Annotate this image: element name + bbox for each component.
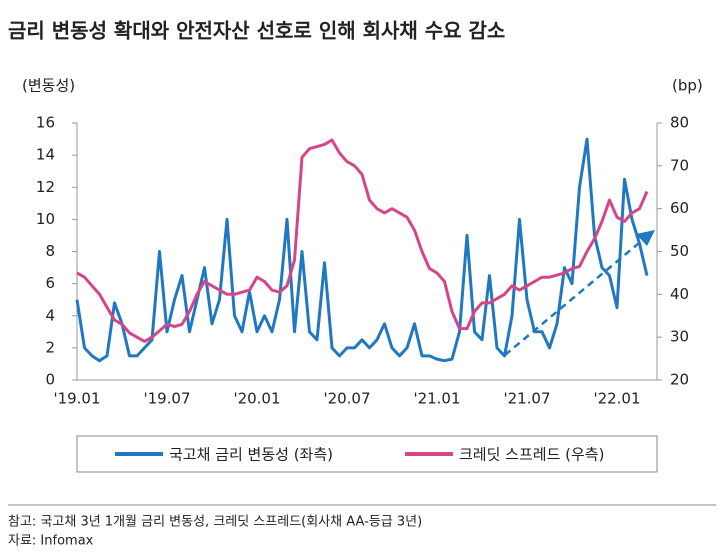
y-tick-label: 2 (45, 338, 55, 356)
y-tick-label: 0 (45, 371, 55, 389)
x-tick-label: '22.01 (593, 390, 640, 408)
x-tick-label: '21.07 (503, 390, 550, 408)
y-tick-label: 8 (45, 242, 55, 260)
x-tick-label: '19.01 (53, 390, 100, 408)
y-tick-label: 4 (45, 306, 55, 324)
arrow-head (636, 230, 655, 246)
y2-tick-label: 70 (670, 156, 689, 174)
note: 참고: 국고채 3년 1개월 금리 변동성, 크레딧 스프레드(회사채 AA-등… (8, 515, 422, 530)
series-line (76, 138, 649, 343)
legend-label: 크레딧 스프레드 (우측) (459, 446, 604, 464)
y2-tick-label: 50 (670, 242, 689, 260)
y2-tick-label: 80 (670, 114, 689, 132)
y-tick-label: 12 (36, 178, 55, 196)
legend-box (76, 435, 658, 473)
y2-axis-label: (bp) (672, 77, 703, 95)
series-line (75, 137, 649, 363)
y-tick-label: 6 (45, 274, 55, 292)
y-axis-label: (변동성) (22, 77, 75, 95)
chart-title: 금리 변동성 확대와 안전자산 선호로 인해 회사채 수요 감소 (8, 19, 505, 43)
legend-label: 국고채 금리 변동성 (좌측) (169, 446, 333, 464)
y-tick-label: 10 (36, 210, 55, 228)
y2-tick-label: 30 (670, 328, 689, 346)
y2-tick-label: 60 (670, 199, 689, 217)
y2-tick-label: 40 (670, 285, 689, 303)
source: 자료: Infomax (8, 534, 94, 549)
y2-tick-label: 20 (670, 371, 689, 389)
x-tick-label: '20.07 (323, 390, 370, 408)
x-tick-label: '20.01 (233, 390, 280, 408)
x-tick-label: '21.01 (413, 390, 460, 408)
y-tick-label: 16 (36, 114, 55, 132)
x-tick-label: '19.07 (143, 390, 190, 408)
y-tick-label: 14 (36, 146, 55, 164)
trend-arrow (504, 237, 646, 356)
